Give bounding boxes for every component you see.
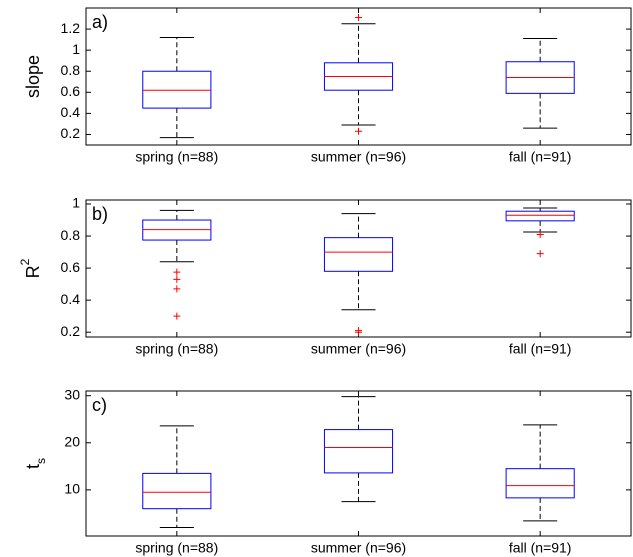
x-tick-label: spring (n=88) bbox=[135, 341, 218, 357]
y-tick-label: 0.6 bbox=[61, 259, 81, 275]
panel: 0.2 0.4 0.6 0.8 1 R2 b) spring (n=88) summer (n=… bbox=[18, 195, 632, 357]
y-tick-label: 20 bbox=[64, 433, 80, 449]
box bbox=[323, 429, 394, 474]
outlier bbox=[536, 230, 544, 238]
y-axis-label-text: slope bbox=[23, 55, 43, 98]
panel: 10 20 30 ts c) spring (n=88) summer (n=96) fall… bbox=[23, 386, 632, 556]
x-tick-label: summer (n=96) bbox=[311, 341, 406, 357]
y-axis-label: ts bbox=[23, 458, 48, 469]
x-tick-label: fall (n=91) bbox=[509, 341, 572, 357]
outlier bbox=[173, 312, 181, 320]
y-axis-label-sup: 2 bbox=[18, 258, 32, 265]
x-tick-label: fall (n=91) bbox=[509, 149, 572, 165]
outlier bbox=[536, 250, 544, 258]
y-tick-label: 1 bbox=[72, 195, 80, 211]
y-axis-label-text: R bbox=[23, 265, 43, 278]
outlier bbox=[173, 268, 181, 276]
outlier bbox=[173, 285, 181, 293]
y-axis-label: R2 bbox=[18, 258, 43, 278]
y-tick-label: 0.2 bbox=[61, 125, 81, 141]
y-tick-label: 0.8 bbox=[61, 227, 81, 243]
y-tick-label: 30 bbox=[64, 386, 80, 402]
outlier bbox=[355, 328, 362, 336]
panel-label: c) bbox=[92, 395, 107, 415]
y-axis-label: slope bbox=[23, 55, 43, 98]
y-tick-label: 0.8 bbox=[61, 62, 81, 78]
x-tick-label: summer (n=96) bbox=[311, 540, 406, 556]
y-tick-label: 0.4 bbox=[61, 291, 81, 307]
panel-label: a) bbox=[92, 12, 108, 32]
x-tick-label: spring (n=88) bbox=[135, 149, 218, 165]
y-tick-label: 0.6 bbox=[61, 83, 81, 99]
y-tick-label: 1.2 bbox=[61, 20, 81, 36]
y-axis-label-sub: s bbox=[34, 458, 48, 464]
box bbox=[323, 237, 394, 272]
panel-label: b) bbox=[92, 204, 108, 224]
outlier bbox=[355, 127, 362, 135]
y-tick-label: 0.2 bbox=[61, 323, 81, 339]
outlier bbox=[355, 13, 362, 21]
y-tick-label: 1 bbox=[72, 41, 80, 57]
box bbox=[505, 210, 575, 222]
outlier bbox=[173, 275, 181, 283]
y-tick-label: 10 bbox=[64, 481, 80, 497]
x-tick-label: fall (n=91) bbox=[509, 540, 572, 556]
y-axis-label-text: t bbox=[23, 464, 43, 469]
x-tick-label: spring (n=88) bbox=[135, 540, 218, 556]
box bbox=[142, 472, 212, 510]
y-tick-label: 0.4 bbox=[61, 104, 81, 120]
panel: 0.2 0.4 0.6 0.8 1 1.2 slope a) spring (n=88) summ… bbox=[23, 7, 632, 165]
box bbox=[505, 468, 575, 499]
x-tick-label: summer (n=96) bbox=[311, 149, 406, 165]
box bbox=[142, 70, 212, 109]
